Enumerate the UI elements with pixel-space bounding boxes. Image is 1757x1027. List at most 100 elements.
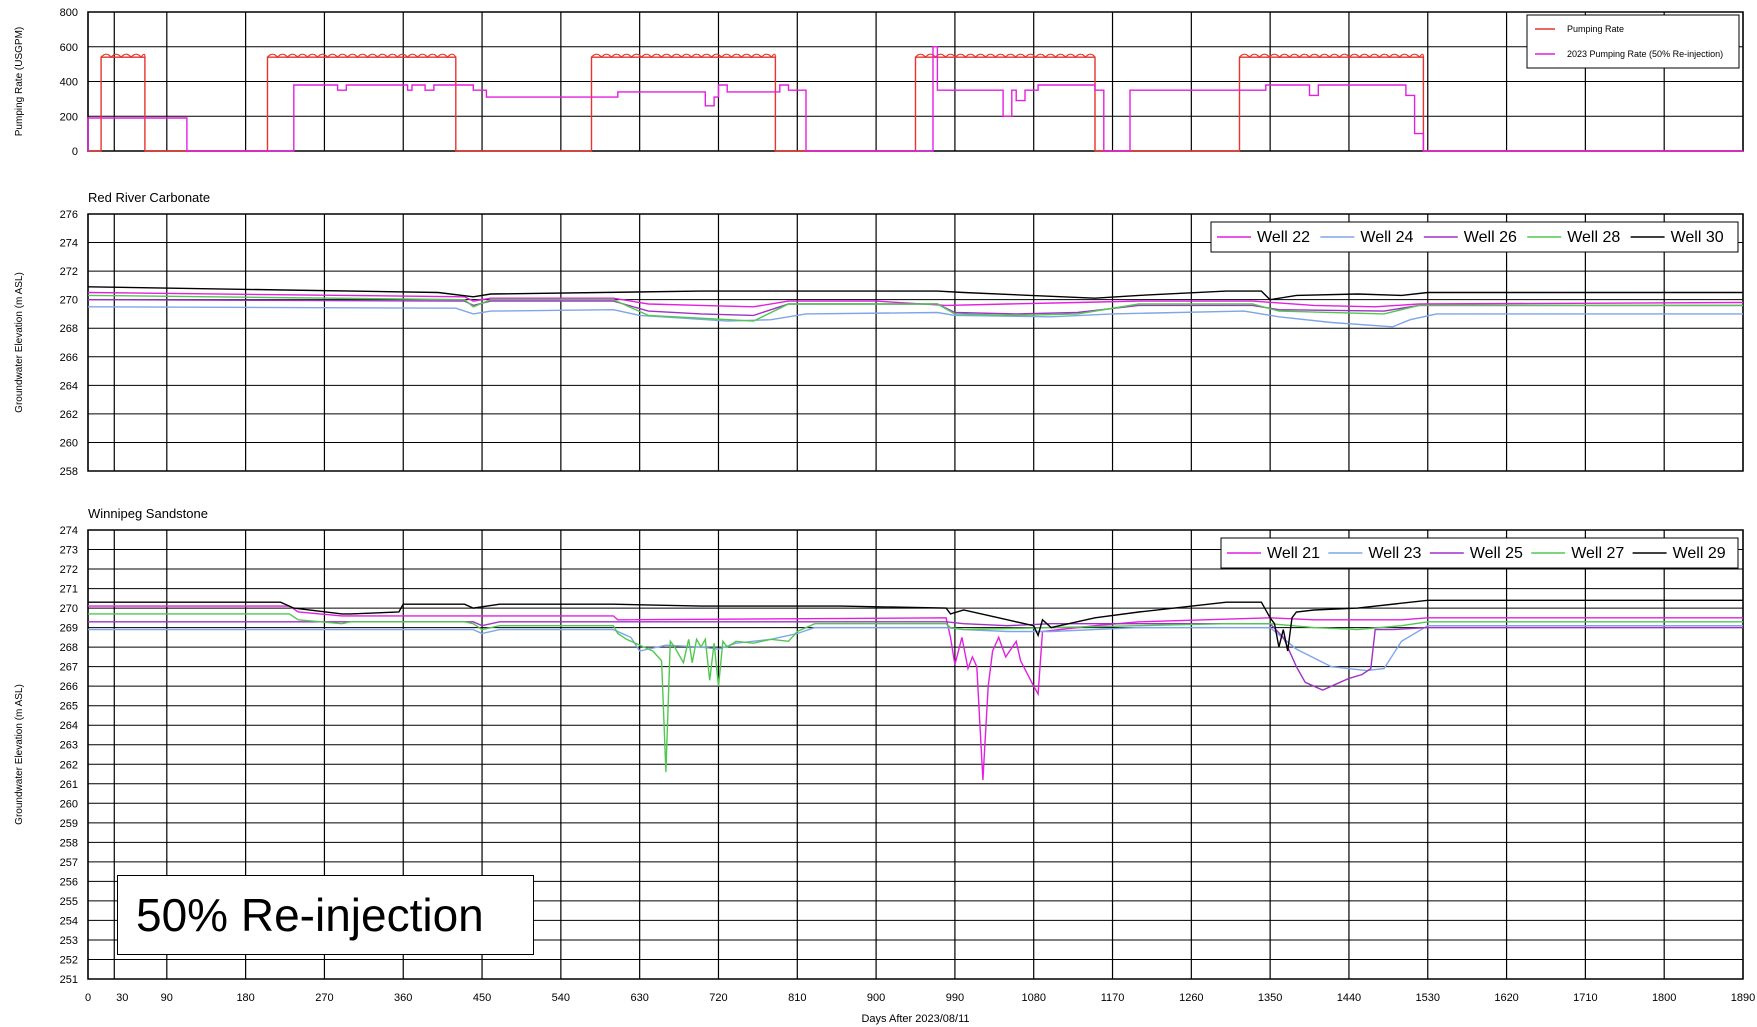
y-tick-label: 262 [60, 759, 78, 771]
legend-label: Pumping Rate [1567, 24, 1624, 34]
series-line-well-29 [88, 599, 1743, 652]
x-tick-label: 30 [116, 992, 128, 1004]
x-tick-label: 450 [473, 992, 491, 1004]
y-tick-label: 252 [60, 954, 78, 966]
plot-frame [87, 529, 1744, 980]
y-tick-label: 272 [60, 564, 78, 576]
x-tick-label: 360 [394, 992, 412, 1004]
y-tick-label: 260 [60, 437, 78, 449]
y-tick-label: 257 [60, 857, 78, 869]
y-tick-label: 265 [60, 701, 78, 713]
x-tick-label: 720 [709, 992, 727, 1004]
series-line-pumping-rate [88, 56, 1743, 152]
x-tick-label: 1890 [1731, 992, 1755, 1004]
legend-label: Well 28 [1567, 229, 1620, 246]
y-tick-label: 253 [60, 935, 78, 947]
legend-label: Well 24 [1360, 229, 1413, 246]
y-tick-label: 273 [60, 545, 78, 557]
series-line-well-22 [87, 291, 1744, 308]
y-tick-label: 267 [60, 662, 78, 674]
legend-label: Well 23 [1368, 545, 1421, 562]
series-line-well-23 [88, 625, 1743, 672]
x-tick-label: 900 [867, 992, 885, 1004]
y-tick-label: 262 [60, 409, 78, 421]
y-tick-label: 258 [60, 837, 78, 849]
legend-label: Well 22 [1257, 229, 1310, 246]
pumping-rate-wave [100, 53, 146, 59]
y-tick-label: 264 [60, 720, 78, 732]
x-tick-label: 1350 [1258, 992, 1282, 1004]
y-tick-label: 264 [60, 380, 78, 392]
x-tick-label: 180 [236, 992, 254, 1004]
pumping-rate-panel: 0 200 400 600 800 Pumping Rate (USGPM) Pumping… [14, 7, 1744, 158]
legend-label: Well 25 [1470, 545, 1523, 562]
y-axis-label: Groundwater Elevation (m ASL) [14, 684, 25, 825]
panel-title: Red River Carbonate [88, 190, 210, 205]
red-river-carbonate-panel: 258 260 262 264 266 268 270 272 274 276 Red River … [14, 190, 1744, 478]
y-tick-label: 263 [60, 740, 78, 752]
x-tick-label: 540 [552, 992, 570, 1004]
legend-label: Well 27 [1571, 545, 1624, 562]
legend-label: Well 21 [1267, 545, 1320, 562]
y-tick-label: 268 [60, 642, 78, 654]
y-tick-label: 255 [60, 896, 78, 908]
y-tick-label: 274 [60, 238, 78, 250]
y-tick-label: 251 [60, 974, 78, 986]
y-tick-label: 258 [60, 466, 78, 478]
x-tick-label: 1260 [1179, 992, 1203, 1004]
y-tick-label: 272 [60, 266, 78, 278]
y-tick-label: 0 [72, 146, 78, 158]
series-line-well-21 [88, 605, 1743, 780]
y-axis-label: Pumping Rate (USGPM) [14, 27, 25, 136]
pumping-rate-wave [591, 53, 776, 59]
y-tick-label: 200 [60, 111, 78, 123]
reinjection-annotation: 50% Re-injection [117, 875, 534, 955]
y-tick-label: 256 [60, 876, 78, 888]
panel-title: Winnipeg Sandstone [88, 506, 208, 521]
y-axis-label: Groundwater Elevation (m ASL) [14, 272, 25, 413]
series-line-well-28 [87, 294, 1743, 322]
x-tick-label: 90 [161, 992, 173, 1004]
y-tick-label: 600 [60, 42, 78, 54]
x-axis-label: Days After 2023/08/11 [861, 1013, 969, 1025]
y-tick-label: 266 [60, 681, 78, 693]
y-tick-label: 271 [60, 584, 78, 596]
x-tick-label: 810 [788, 992, 806, 1004]
x-tick-label: 1800 [1652, 992, 1676, 1004]
y-tick-label: 274 [60, 525, 78, 537]
series-line-2023-pumping-rate-50-re-injection- [87, 46, 1743, 152]
x-tick-label: 1170 [1101, 992, 1125, 1004]
y-tick-label: 266 [60, 352, 78, 364]
series-line-well-25 [88, 621, 1743, 691]
x-tick-label: 1530 [1416, 992, 1440, 1004]
y-tick-label: 276 [60, 209, 78, 221]
y-tick-label: 270 [60, 603, 78, 615]
x-tick-label: 1620 [1494, 992, 1518, 1004]
legend-label: Well 26 [1464, 229, 1517, 246]
pumping-rate-wave [1239, 53, 1424, 59]
x-tick-label: 1440 [1337, 992, 1361, 1004]
pumping-rate-wave [915, 53, 1096, 59]
plot-frame [87, 213, 1744, 472]
x-tick-label: 1080 [1021, 992, 1045, 1004]
x-tick-label: 990 [946, 992, 964, 1004]
y-tick-label: 254 [60, 915, 78, 927]
y-tick-label: 800 [60, 7, 78, 19]
legend-label: Well 30 [1671, 229, 1724, 246]
legend-label: 2023 Pumping Rate (50% Re-injection) [1567, 49, 1723, 59]
series-line-well-30 [87, 286, 1743, 301]
x-tick-label: 630 [630, 992, 648, 1004]
series-line-well-27 [88, 613, 1743, 773]
legend-label: Well 29 [1673, 545, 1726, 562]
pumping-rate-wave [267, 53, 457, 59]
y-tick-label: 268 [60, 323, 78, 335]
x-tick-label: 270 [315, 992, 333, 1004]
legend-box [1526, 14, 1740, 69]
y-tick-label: 270 [60, 295, 78, 307]
y-tick-label: 400 [60, 77, 78, 89]
x-tick-label: 1710 [1573, 992, 1597, 1004]
x-tick-label: 0 [85, 992, 91, 1004]
winnipeg-sandstone-panel: 251 252 253 254 255 256 257 258 259 260 261 262 263 2… [14, 506, 1755, 1025]
y-tick-label: 260 [60, 798, 78, 810]
